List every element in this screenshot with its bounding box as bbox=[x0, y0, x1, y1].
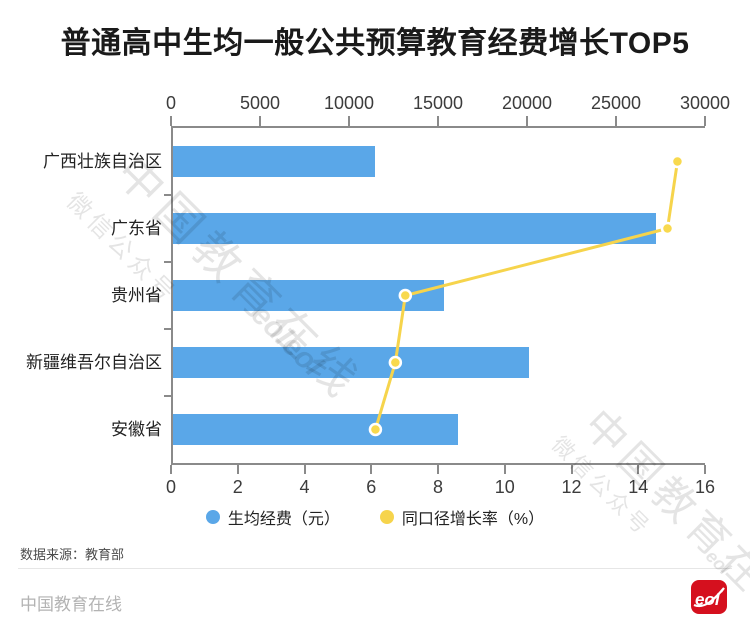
growth-line-path bbox=[374, 161, 679, 430]
legend-item: 生均经费（元） bbox=[205, 505, 340, 529]
bottom-axis-tick-label: 10 bbox=[494, 477, 515, 497]
bottom-axis-tick bbox=[303, 465, 306, 474]
top-axis-tick bbox=[526, 116, 528, 126]
bottom-axis-tick bbox=[503, 465, 506, 474]
chart-title: 普通高中生均一般公共预算教育经费增长TOP5 bbox=[60, 27, 690, 60]
top-axis-line bbox=[171, 126, 705, 128]
top-axis-tick bbox=[259, 116, 261, 126]
top-axis-tick bbox=[704, 116, 706, 126]
bottom-axis-tick bbox=[370, 465, 373, 474]
bottom-axis-tick bbox=[437, 465, 439, 474]
growth-point-广西壮族自治区 bbox=[670, 154, 685, 169]
eol-logo-text: eol bbox=[695, 590, 721, 609]
category-label: 新疆维吾尔自治区 bbox=[26, 352, 162, 372]
top-axis-tick-label: 20000 bbox=[501, 93, 553, 113]
source-note: 数据来源：教育部 bbox=[20, 547, 125, 562]
eol-logo: eol bbox=[691, 580, 727, 614]
bottom-axis-tick bbox=[637, 465, 640, 474]
legend: 生均经费（元） 同口径增长率（%） bbox=[0, 505, 750, 529]
bottom-axis-tick-label: 0 bbox=[165, 477, 176, 497]
growth-point-安徽省 bbox=[368, 422, 383, 437]
bottom-axis-tick-label: 4 bbox=[299, 477, 310, 497]
bar-广西壮族自治区 bbox=[173, 146, 375, 177]
growth-point-广东省 bbox=[660, 221, 675, 236]
left-axis-line bbox=[171, 126, 173, 465]
plot-area bbox=[173, 128, 704, 463]
growth-point-贵州省 bbox=[398, 288, 413, 303]
growth-point-新疆维吾尔自治区 bbox=[388, 355, 403, 370]
top-axis-tick bbox=[437, 116, 439, 126]
bottom-axis-tick bbox=[170, 465, 172, 474]
watermark-text: eol bbox=[701, 546, 735, 579]
bottom-axis-tick bbox=[704, 465, 706, 474]
top-axis-tick-label: 30000 bbox=[679, 93, 731, 113]
top-axis-tick bbox=[348, 116, 350, 126]
legend-item: 同口径增长率（%） bbox=[379, 505, 545, 529]
bar-新疆维吾尔自治区 bbox=[173, 347, 529, 378]
category-label: 广东省 bbox=[111, 218, 162, 238]
top-axis-tick-label: 5000 bbox=[239, 93, 281, 113]
category-boundary-tick bbox=[164, 328, 171, 330]
legend-label: 生均经费（元） bbox=[227, 511, 340, 528]
category-boundary-tick bbox=[164, 395, 171, 397]
bottom-axis-tick-label: 2 bbox=[232, 477, 243, 497]
top-axis-tick-label: 0 bbox=[165, 93, 176, 113]
bar-广东省 bbox=[173, 213, 657, 244]
brand-text: 中国教育在线 bbox=[20, 595, 122, 614]
top-axis-tick-label: 10000 bbox=[323, 93, 375, 113]
top-axis-tick bbox=[170, 116, 172, 126]
bottom-axis-line bbox=[171, 463, 705, 465]
bottom-axis-tick-label: 16 bbox=[694, 477, 716, 497]
top-axis-tick-label: 15000 bbox=[412, 93, 464, 113]
legend-dot-icon bbox=[205, 510, 220, 524]
legend-label: 同口径增长率（%） bbox=[401, 511, 545, 528]
category-label: 安徽省 bbox=[111, 419, 162, 439]
bottom-axis-tick-label: 12 bbox=[561, 477, 582, 497]
category-label: 贵州省 bbox=[111, 285, 162, 305]
category-label: 广西壮族自治区 bbox=[43, 151, 162, 171]
top-axis-tick bbox=[615, 116, 617, 126]
category-boundary-tick bbox=[164, 194, 171, 196]
top-axis-tick-label: 25000 bbox=[590, 93, 642, 113]
legend-dot-icon bbox=[379, 510, 394, 524]
footer-divider bbox=[18, 568, 732, 569]
bar-安徽省 bbox=[173, 414, 458, 445]
category-boundary-tick bbox=[164, 261, 171, 263]
bottom-axis-tick-label: 6 bbox=[366, 477, 377, 497]
bottom-axis-tick bbox=[236, 465, 239, 474]
growth-rate-line bbox=[368, 154, 685, 437]
bottom-axis-tick-label: 8 bbox=[432, 477, 443, 497]
bottom-axis-tick bbox=[570, 465, 573, 474]
bottom-axis-tick-label: 14 bbox=[628, 477, 649, 497]
